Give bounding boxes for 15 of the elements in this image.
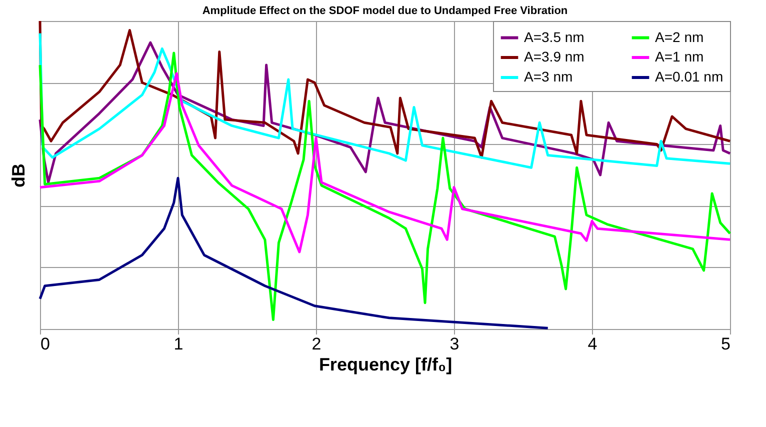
x-tick-label: 4: [588, 334, 598, 354]
x-axis-title: Frequency [f/f₀]: [318, 354, 452, 374]
chart-title: Amplitude Effect on the SDOF model due to Undamped Free Vibration: [202, 4, 568, 17]
y-axis-title: dB: [8, 164, 28, 188]
legend-label: A=2 nm: [655, 28, 704, 45]
legend-label: A=3.9 nm: [524, 48, 584, 64]
x-tick-label: 1: [174, 334, 184, 354]
legend-label: A=3 nm: [524, 68, 573, 84]
legend-label: A=0.01 nm: [655, 68, 724, 84]
legend-label: A=3.5 nm: [524, 28, 584, 45]
x-tick-label: 5: [721, 334, 730, 354]
legend-label: A=1 nm: [655, 48, 704, 64]
x-tick-label: 3: [450, 334, 460, 354]
x-tick-label: 2: [312, 334, 322, 354]
x-tick-label: 0: [40, 334, 50, 354]
